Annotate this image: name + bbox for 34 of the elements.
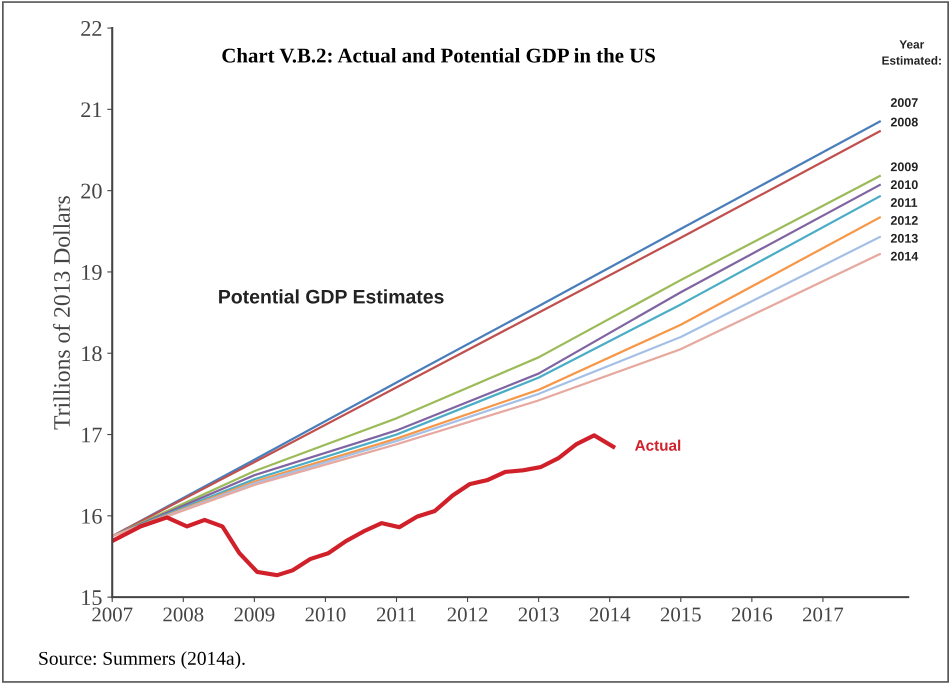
x-tick-label: 2017 bbox=[803, 607, 844, 622]
x-tick-label: 2010 bbox=[306, 607, 346, 622]
y-tick-label: 16 bbox=[82, 508, 102, 524]
x-tick-label: 2008 bbox=[163, 607, 204, 622]
series-label: 2011 bbox=[890, 198, 918, 208]
annotation: Potential GDP Estimates bbox=[219, 289, 444, 304]
x-tick-label: 2014 bbox=[590, 607, 630, 622]
x-tick-label: 2016 bbox=[732, 607, 772, 622]
x-tick-label: 2012 bbox=[448, 607, 488, 622]
x-tick-label: 2015 bbox=[660, 607, 701, 622]
y-tick-label: 18 bbox=[82, 346, 102, 362]
y-axis-title: Trillions of 2013 Dollars bbox=[53, 196, 70, 430]
x-tick-label: 2007 bbox=[92, 607, 132, 622]
series-label: 2013 bbox=[890, 234, 918, 243]
x-tick-label: 2009 bbox=[234, 607, 274, 622]
series-label: 2012 bbox=[890, 216, 918, 225]
source-note: Source: Summers (2014a). bbox=[39, 651, 245, 669]
series-label: 2010 bbox=[890, 180, 918, 190]
series-label: 2009 bbox=[890, 162, 918, 172]
x-tick-label: 2011 bbox=[376, 607, 416, 622]
y-tick-label: 21 bbox=[81, 102, 102, 118]
series-label: Actual bbox=[634, 440, 680, 451]
legend-title: Year Estimated: bbox=[882, 40, 941, 65]
y-tick-label: 20 bbox=[81, 184, 102, 199]
y-tick-label: 15 bbox=[82, 590, 102, 606]
series-label: 2007 bbox=[890, 98, 918, 108]
series-label: 2014 bbox=[890, 252, 918, 261]
y-tick-label: 22 bbox=[81, 21, 102, 36]
y-tick-label: 19 bbox=[82, 264, 102, 280]
line-series bbox=[112, 433, 616, 578]
y-tick-label: 17 bbox=[82, 428, 102, 442]
series-label: 2008 bbox=[890, 118, 918, 127]
text: Chart V.B.2: Actual and Potential GDP in the US bbox=[222, 48, 655, 63]
x-tick-label: 2013 bbox=[518, 607, 559, 622]
